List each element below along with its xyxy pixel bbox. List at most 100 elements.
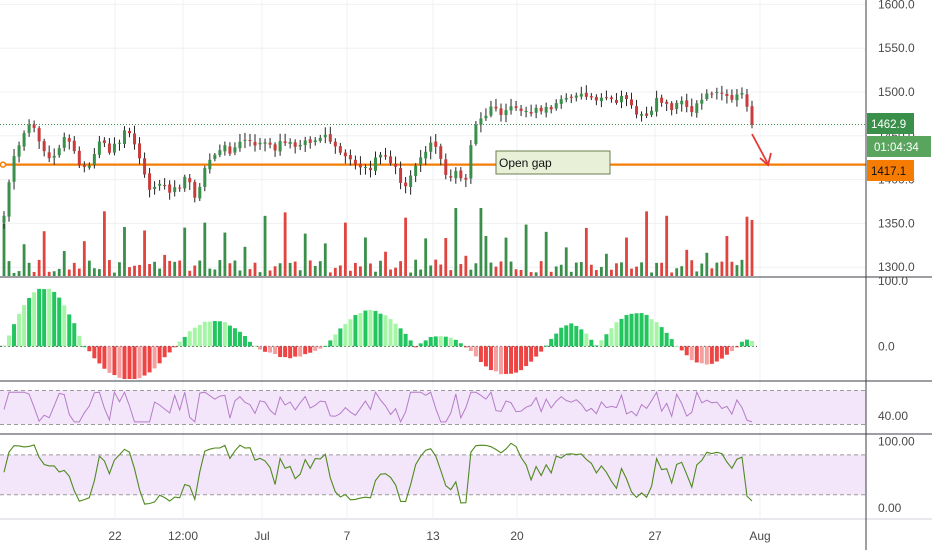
volume-bar: [323, 243, 327, 276]
candle-body: [544, 106, 548, 113]
volume-bars: [2, 208, 754, 276]
macd-bar: [293, 346, 298, 357]
candle-body: [579, 93, 583, 97]
candle-body: [12, 156, 16, 182]
volume-bar: [489, 262, 493, 276]
macd-bar: [408, 340, 413, 347]
macd-bar: [122, 346, 127, 379]
macd-bar: [323, 345, 328, 347]
candle-body: [248, 140, 252, 142]
macd-bar: [684, 346, 689, 356]
date-tick-label: 12:00: [168, 529, 198, 543]
volume-bar: [213, 269, 217, 276]
volume-bar: [750, 220, 754, 276]
price-tick-label: 1600.0: [878, 0, 915, 11]
volume-bar: [17, 271, 21, 276]
candle-body: [419, 157, 423, 165]
candle-body: [27, 124, 31, 133]
projection-arrow[interactable]: [751, 133, 772, 167]
macd-bar: [353, 315, 358, 347]
volume-bar: [168, 260, 172, 276]
candle-body: [690, 106, 694, 113]
macd-bar: [739, 341, 744, 347]
volume-bar: [92, 268, 96, 276]
volume-bar: [660, 262, 664, 276]
candle-body: [213, 154, 217, 159]
stochastic-panel: [0, 442, 866, 505]
volume-bar: [77, 268, 81, 276]
level-line-handle: [0, 161, 7, 168]
volume-bar: [57, 268, 61, 276]
volume-bar: [404, 217, 408, 276]
candle-body: [228, 146, 232, 154]
candle-body: [614, 99, 618, 103]
candle-body: [499, 108, 503, 115]
countdown-label: 01:04:34: [874, 142, 919, 154]
macd-bar: [614, 322, 619, 347]
candle-body: [509, 106, 513, 111]
volume-bar: [384, 251, 387, 276]
candle-body: [203, 168, 207, 187]
candle-body: [569, 96, 573, 98]
volume-bar: [47, 271, 51, 276]
last-price-label: 1462.9: [871, 119, 906, 131]
volume-bar: [650, 272, 653, 276]
annotation-box[interactable]: [495, 150, 611, 175]
candle-body: [97, 141, 101, 155]
volume-bar: [725, 236, 729, 276]
candle-body: [308, 139, 312, 143]
macd-bar: [222, 322, 227, 347]
volume-bar: [338, 265, 342, 276]
volume-bar: [308, 260, 312, 276]
macd-bar: [544, 345, 549, 347]
macd-bar: [57, 297, 62, 347]
macd-bar: [644, 314, 649, 347]
volume-bar: [228, 263, 232, 276]
macd-bar: [278, 346, 283, 358]
macd-bar: [368, 309, 373, 347]
macd-bar: [383, 315, 388, 347]
macd-bar: [127, 346, 132, 379]
candle-body: [449, 176, 453, 178]
last-price-tag: [867, 113, 914, 134]
macd-bar: [333, 334, 338, 347]
volume-bar: [479, 208, 483, 276]
stoch-line: [3, 442, 753, 505]
macd-bar: [554, 333, 559, 347]
macd-bar: [207, 321, 212, 347]
volume-bar: [298, 270, 302, 276]
macd-bar: [37, 288, 42, 347]
macd-bar: [659, 327, 664, 347]
candle-body: [318, 137, 322, 141]
macd-bar: [142, 346, 147, 376]
candle-body: [735, 94, 739, 101]
candle-body: [117, 142, 121, 144]
candle-body: [474, 124, 478, 144]
macd-bar: [237, 331, 242, 347]
price-axis[interactable]: 1600.01550.01500.01450.01400.01350.01300…: [878, 0, 915, 515]
macd-bar: [363, 310, 368, 347]
volume-bar: [32, 271, 36, 276]
macd-bar: [283, 346, 288, 358]
candle-body: [675, 102, 679, 110]
volume-bar: [27, 262, 31, 276]
volume-bar: [278, 263, 282, 276]
macd-tick-label: 100.0: [878, 274, 908, 288]
candle-body: [218, 150, 222, 156]
volume-bar: [695, 271, 699, 276]
candle-body: [223, 145, 227, 152]
candle-body: [57, 148, 61, 156]
time-axis[interactable]: 22 12:00 Jul 7 13 20 27 Aug: [108, 529, 770, 543]
volume-bar: [138, 265, 141, 276]
candle-body: [399, 168, 403, 183]
macd-bar: [263, 346, 268, 352]
candle-body: [745, 94, 749, 107]
candle-body: [584, 92, 588, 97]
volume-bar: [203, 222, 207, 276]
candle-body: [283, 141, 287, 143]
volume-bar: [630, 268, 633, 276]
open-gap-annotation[interactable]: Open gap: [495, 150, 611, 175]
